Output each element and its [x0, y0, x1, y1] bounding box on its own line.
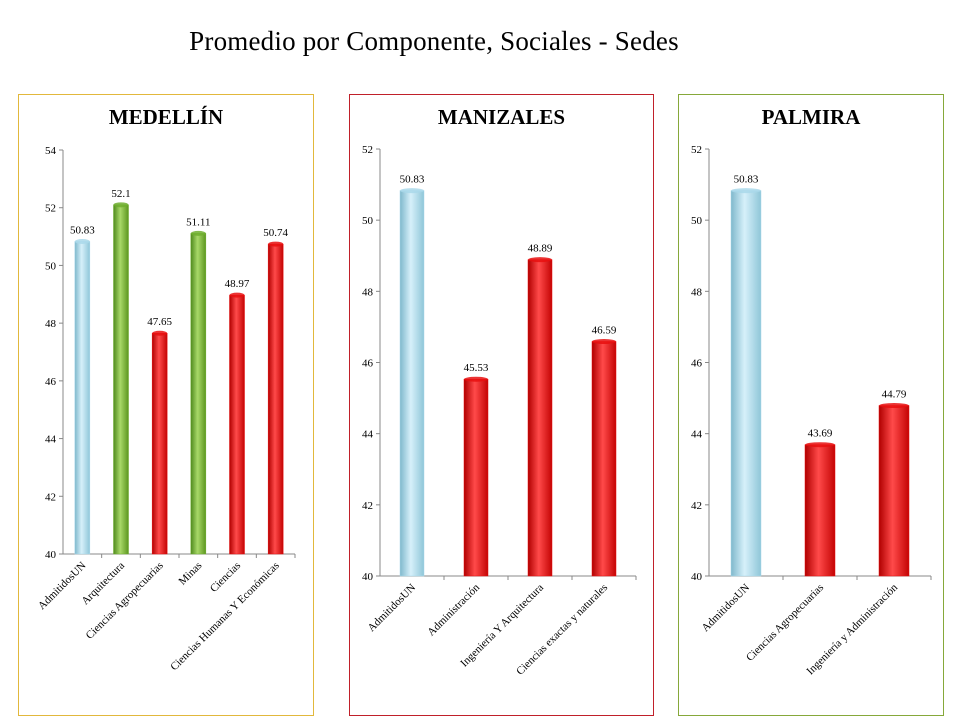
bar — [74, 241, 91, 555]
bar-cap — [528, 257, 552, 263]
bar-chart-manizales: 40 42 44 46 48 50 52 50.83 AdmitidosUN 45.53 Admin… — [362, 144, 637, 678]
bar-cap — [229, 292, 245, 298]
x-category-label: AdmitidosUN — [36, 560, 89, 613]
bar — [151, 332, 168, 555]
x-category-label: Minas — [177, 560, 205, 588]
x-category-label: Ciencias — [208, 560, 243, 595]
y-tick-label: 42 — [691, 500, 702, 512]
bar-cap — [879, 403, 909, 409]
chart-title-palmira: PALMIRA — [761, 105, 861, 129]
bar-value-label: 50.83 — [400, 174, 425, 186]
bar-chart-palmira: 40 42 44 46 48 50 52 50.83 AdmitidosUN 43.69 Cienc… — [691, 144, 932, 677]
chart-panel-manizales: MANIZALES 40 42 44 46 48 50 52 50.83 AdmitidosUN… — [349, 94, 654, 716]
y-tick-label: 48 — [362, 286, 374, 298]
chart-panel-medellin: MEDELLÍN 40 42 44 46 48 50 52 54 50.83 AdmitidosU… — [18, 94, 314, 716]
bar-value-label: 50.83 — [734, 174, 759, 186]
x-category-label: Ciencias Agropecuarias — [744, 582, 826, 664]
bar-value-label: 47.65 — [147, 316, 172, 328]
y-tick-label: 50 — [362, 215, 374, 227]
y-tick-label: 40 — [45, 549, 57, 561]
bar-cap — [113, 202, 129, 208]
y-tick-label: 52 — [691, 144, 702, 156]
bar-value-label: 51.11 — [186, 216, 210, 228]
bar-value-label: 45.53 — [464, 362, 489, 374]
bar-cap — [592, 339, 616, 345]
bar — [267, 243, 284, 555]
y-tick-label: 48 — [691, 286, 703, 298]
bar — [878, 405, 910, 577]
bar — [190, 233, 207, 555]
y-tick-label: 48 — [45, 318, 57, 330]
bar — [527, 259, 553, 577]
bar-cap — [74, 238, 90, 244]
y-tick-label: 44 — [691, 429, 703, 441]
bar — [229, 294, 245, 555]
page-title: Promedio por Componente, Sociales - Sede… — [189, 26, 679, 56]
y-tick-label: 42 — [45, 491, 56, 503]
bar-cap — [190, 230, 206, 236]
y-tick-label: 42 — [362, 500, 373, 512]
y-tick-label: 46 — [45, 376, 57, 388]
x-category-label: AdmitidosUN — [366, 582, 419, 635]
bar-value-label: 44.79 — [882, 389, 907, 401]
bar-value-label: 48.97 — [225, 278, 250, 290]
chart-title-medellin: MEDELLÍN — [108, 105, 224, 129]
bar-value-label: 46.59 — [592, 325, 617, 337]
bar-cap — [152, 330, 168, 336]
bar-cap — [464, 376, 488, 382]
y-tick-label: 40 — [691, 571, 703, 583]
y-tick-label: 54 — [45, 145, 57, 157]
bar-cap — [805, 442, 835, 448]
y-tick-label: 40 — [362, 571, 374, 583]
x-category-label: Ciencias Agropecuarias — [84, 560, 166, 642]
bar — [730, 190, 762, 577]
bar-value-label: 52.1 — [111, 188, 130, 200]
chart-title-manizales: MANIZALES — [437, 105, 566, 129]
y-tick-label: 46 — [362, 358, 374, 370]
bar — [804, 444, 836, 577]
bar-value-label: 50.74 — [263, 227, 288, 239]
bar-value-label: 43.69 — [808, 428, 833, 440]
y-tick-label: 52 — [362, 144, 373, 156]
y-tick-label: 44 — [45, 434, 57, 446]
x-category-label: Administración — [425, 581, 482, 638]
y-tick-label: 44 — [362, 429, 374, 441]
chart-panel-palmira: PALMIRA 40 42 44 46 48 50 52 50.83 AdmitidosUN 43… — [678, 94, 944, 716]
bar — [399, 190, 425, 577]
y-tick-label: 50 — [691, 215, 703, 227]
bar-cap — [400, 188, 424, 194]
bar-value-label: 48.89 — [528, 243, 553, 255]
y-tick-label: 46 — [691, 358, 703, 370]
bar — [463, 378, 489, 577]
bar-chart-medellin: 404244464850525450.83AdmitidosUN52.1Arqu… — [36, 145, 296, 673]
y-tick-label: 52 — [45, 203, 56, 215]
bar-value-label: 50.83 — [70, 224, 95, 236]
y-tick-label: 50 — [45, 260, 57, 272]
bar — [113, 204, 129, 555]
bar — [591, 341, 617, 577]
x-category-label: AdmitidosUN — [700, 582, 753, 635]
bar-cap — [731, 188, 761, 194]
bar-cap — [268, 241, 284, 247]
